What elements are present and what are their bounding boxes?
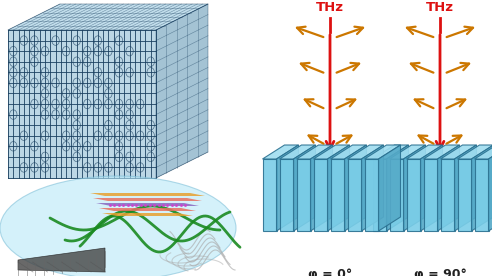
Polygon shape	[406, 145, 442, 159]
Polygon shape	[390, 145, 426, 159]
Polygon shape	[331, 145, 367, 159]
Polygon shape	[294, 145, 315, 231]
Polygon shape	[455, 145, 476, 231]
Polygon shape	[347, 159, 362, 231]
Polygon shape	[96, 203, 199, 206]
Polygon shape	[313, 159, 328, 231]
Polygon shape	[378, 145, 400, 231]
Text: φ = 0°: φ = 0°	[308, 268, 352, 276]
Polygon shape	[424, 159, 437, 231]
Polygon shape	[297, 145, 333, 159]
Polygon shape	[365, 159, 378, 231]
Polygon shape	[90, 193, 205, 196]
Text: THz: THz	[316, 1, 344, 14]
Polygon shape	[421, 145, 442, 231]
Polygon shape	[279, 145, 315, 159]
Polygon shape	[372, 145, 408, 159]
Text: THz: THz	[426, 1, 454, 14]
Polygon shape	[310, 145, 333, 231]
Polygon shape	[331, 159, 344, 231]
Polygon shape	[93, 198, 202, 201]
Polygon shape	[263, 159, 277, 231]
Polygon shape	[102, 213, 193, 216]
Polygon shape	[263, 145, 299, 159]
Text: φ = 90°: φ = 90°	[414, 268, 466, 276]
Polygon shape	[390, 159, 403, 231]
Polygon shape	[365, 145, 400, 159]
Polygon shape	[156, 4, 208, 178]
Polygon shape	[403, 145, 426, 231]
Polygon shape	[406, 159, 421, 231]
Polygon shape	[440, 145, 476, 159]
Polygon shape	[489, 145, 492, 231]
Polygon shape	[8, 4, 208, 30]
Polygon shape	[297, 159, 310, 231]
Polygon shape	[458, 159, 471, 231]
Polygon shape	[277, 145, 299, 231]
Polygon shape	[18, 248, 105, 272]
Polygon shape	[458, 145, 492, 159]
Polygon shape	[440, 159, 455, 231]
Polygon shape	[279, 159, 294, 231]
Polygon shape	[344, 145, 367, 231]
Polygon shape	[474, 145, 492, 159]
Polygon shape	[362, 145, 383, 231]
Polygon shape	[99, 208, 196, 211]
Polygon shape	[372, 159, 387, 231]
Polygon shape	[437, 145, 460, 231]
Polygon shape	[471, 145, 492, 231]
Polygon shape	[347, 145, 383, 159]
Polygon shape	[474, 159, 489, 231]
Polygon shape	[328, 145, 349, 231]
Polygon shape	[424, 145, 460, 159]
Polygon shape	[387, 145, 408, 231]
Polygon shape	[313, 145, 349, 159]
Polygon shape	[8, 30, 156, 178]
Ellipse shape	[0, 176, 236, 276]
